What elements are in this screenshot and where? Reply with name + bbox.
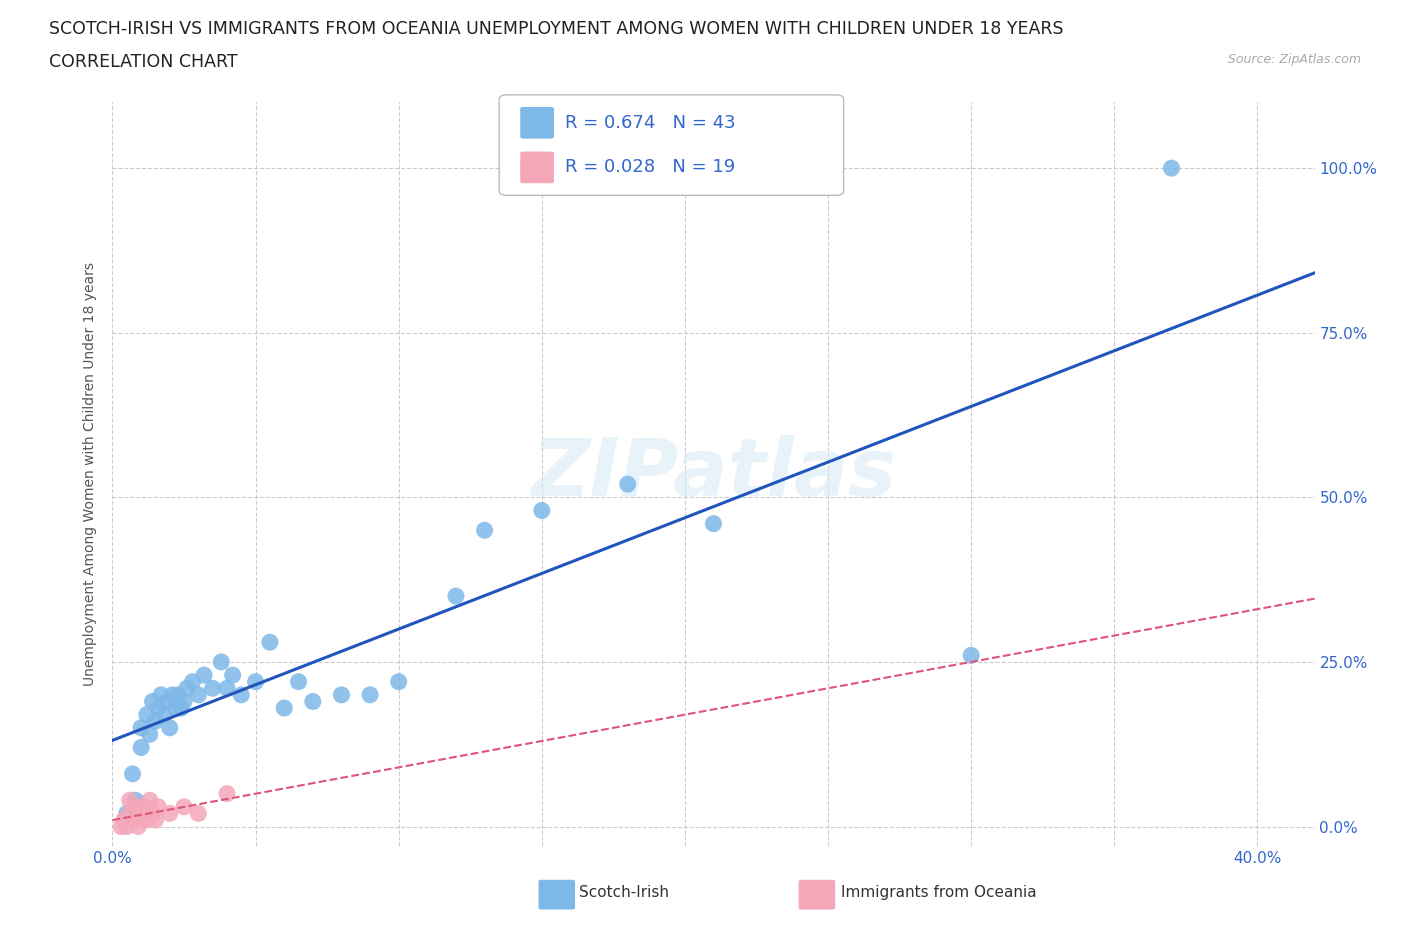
Text: R = 0.028   N = 19: R = 0.028 N = 19 [565,158,735,177]
Point [215,681,238,696]
Text: Source: ZipAtlas.com: Source: ZipAtlas.com [1227,53,1361,66]
Point [1160,161,1182,176]
Point [187,806,209,821]
Text: CORRELATION CHART: CORRELATION CHART [49,53,238,71]
Point [141,806,163,821]
Point [132,800,155,815]
Point [129,721,152,736]
Text: SCOTCH-IRISH VS IMMIGRANTS FROM OCEANIA UNEMPLOYMENT AMONG WOMEN WITH CHILDREN U: SCOTCH-IRISH VS IMMIGRANTS FROM OCEANIA … [49,20,1064,38]
Point [173,694,195,709]
Text: Immigrants from Oceania: Immigrants from Oceania [841,885,1036,900]
Point [127,819,149,834]
Point [145,713,167,728]
Point [222,668,245,683]
Point [474,523,496,538]
Point [702,516,725,531]
Point [388,674,411,689]
Point [287,674,309,689]
Point [176,681,198,696]
Point [444,589,467,604]
Point [187,687,209,702]
Point [209,655,232,670]
Point [530,503,553,518]
Point [153,707,176,722]
Point [245,674,267,689]
Point [138,727,160,742]
Point [141,694,163,709]
Point [110,819,132,834]
Text: R = 0.674   N = 43: R = 0.674 N = 43 [565,113,735,132]
Point [273,700,295,715]
Point [173,800,195,815]
Y-axis label: Unemployment Among Women with Children Under 18 years: Unemployment Among Women with Children U… [83,262,97,686]
Text: ZIPatlas: ZIPatlas [531,435,896,513]
Point [115,806,138,821]
Point [215,786,238,801]
Point [616,477,638,492]
Point [115,819,138,834]
Point [129,740,152,755]
Point [165,700,187,715]
Point [145,813,167,828]
Point [231,687,253,702]
Point [960,648,983,663]
Point [135,813,157,828]
Point [118,806,141,821]
Point [150,687,173,702]
Point [181,674,204,689]
Point [135,707,157,722]
Point [159,721,181,736]
Point [359,687,381,702]
Point [201,681,224,696]
Point [118,792,141,807]
Point [124,792,146,807]
Point [148,800,170,815]
Point [129,806,152,821]
Point [162,687,184,702]
Point [193,668,215,683]
Point [148,700,170,715]
Point [124,800,146,815]
Point [156,694,179,709]
Point [121,766,143,781]
Point [259,635,281,650]
Text: Scotch-Irish: Scotch-Irish [579,885,669,900]
Point [121,813,143,828]
Point [138,792,160,807]
Point [301,694,323,709]
Point [330,687,353,702]
Point [112,813,135,828]
Point [167,687,190,702]
Point [170,700,193,715]
Point [159,806,181,821]
